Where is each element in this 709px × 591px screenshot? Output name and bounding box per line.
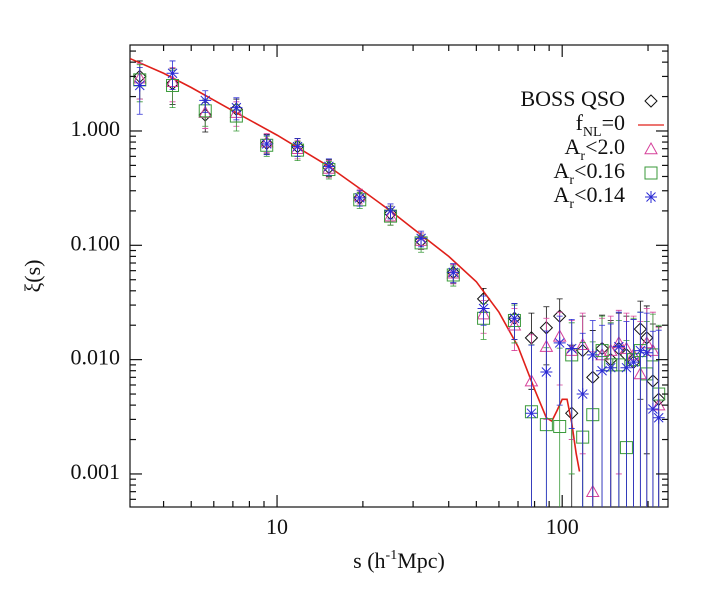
plot-frame xyxy=(129,44,669,508)
asterisk-marker xyxy=(477,302,490,315)
asterisk-marker xyxy=(596,364,609,377)
y-axis-label: ξ(s) xyxy=(20,259,45,292)
y-tick-label: 1.000 xyxy=(71,116,121,141)
x-tick-label: 100 xyxy=(546,514,579,539)
legend-label-part: =0 xyxy=(602,110,625,135)
legend-label-part: r xyxy=(569,173,574,188)
legend-label-part: NL xyxy=(583,125,602,140)
legend-label: Ar<2.0 xyxy=(565,134,625,164)
legend-label-part: A xyxy=(554,182,570,207)
asterisk-marker xyxy=(525,407,538,420)
legend-label-part: BOSS QSO xyxy=(520,86,625,111)
asterisk-marker xyxy=(415,232,428,245)
legend-label-part: A xyxy=(565,134,581,159)
asterisk-marker xyxy=(353,191,366,204)
legend-label: Ar<0.14 xyxy=(554,182,625,212)
error-bar xyxy=(630,318,637,507)
error-bar xyxy=(579,332,586,507)
square-marker xyxy=(553,420,567,434)
legend-label-part: <0.14 xyxy=(574,182,625,207)
asterisk-marker xyxy=(627,356,640,369)
error-bar xyxy=(607,323,614,507)
y-tick-label: 0.010 xyxy=(71,345,121,370)
asterisk-marker xyxy=(291,140,304,153)
axes: 10 100 0.001 0.010 0.100 1.000 s (h-1Mpc) ξ(s) B… xyxy=(20,45,668,573)
asterisk-marker xyxy=(199,94,212,107)
asterisk-marker xyxy=(576,388,589,401)
legend-label-part: A xyxy=(554,158,570,183)
asterisk-marker xyxy=(508,312,521,325)
model-line xyxy=(130,57,581,472)
asterisk-marker xyxy=(322,160,335,173)
x-axis-label-part: s (h xyxy=(353,548,385,573)
asterisk-marker xyxy=(646,402,659,415)
legend-label: fNL=0 xyxy=(576,110,625,140)
legend-marker xyxy=(644,94,658,108)
legend-label-part: f xyxy=(576,110,584,135)
legend-marker xyxy=(644,141,658,155)
x-axis-label-part: -1 xyxy=(386,548,398,563)
error-bar xyxy=(568,318,575,429)
legend-label-part: r xyxy=(569,197,574,212)
asterisk-marker xyxy=(447,266,460,279)
error-bar xyxy=(637,311,644,507)
legend-marker xyxy=(644,166,658,180)
asterisk-marker xyxy=(553,336,566,349)
legend-marker xyxy=(645,191,657,203)
asterisk-marker xyxy=(634,344,647,357)
legend-label: Ar<0.16 xyxy=(554,158,625,188)
error-bar xyxy=(643,312,650,507)
legend-label-part: <0.16 xyxy=(574,158,625,183)
error-bar xyxy=(599,324,606,507)
legend-label-part: r xyxy=(580,149,585,164)
x-axis-label: s (h-1Mpc) xyxy=(353,548,445,573)
asterisk-marker xyxy=(640,346,653,359)
asterisk-marker xyxy=(540,365,553,378)
plot-area xyxy=(130,57,666,507)
asterisk-marker xyxy=(612,340,625,353)
error-bar xyxy=(528,344,535,507)
asterisk-marker xyxy=(652,411,665,424)
asterisk-marker xyxy=(260,137,273,150)
error-bar xyxy=(543,330,550,507)
asterisk-marker xyxy=(604,361,617,374)
error-bar xyxy=(623,321,630,507)
asterisk-marker xyxy=(166,67,179,80)
error-bar xyxy=(649,330,656,507)
y-tick-label: 0.001 xyxy=(71,459,121,484)
x-tick-label: 10 xyxy=(266,514,288,539)
asterisk-marker xyxy=(586,348,599,361)
asterisk-marker xyxy=(620,361,633,374)
x-axis-label-part: Mpc) xyxy=(397,548,445,573)
legend-label-part: <2.0 xyxy=(585,134,625,159)
y-tick-label: 0.100 xyxy=(71,230,121,255)
legend-label: BOSS QSO xyxy=(520,86,625,111)
asterisk-marker xyxy=(133,79,146,92)
asterisk-marker xyxy=(230,101,243,114)
error-bar xyxy=(556,315,563,406)
asterisk-marker xyxy=(565,342,578,355)
asterisk-marker xyxy=(384,204,397,217)
